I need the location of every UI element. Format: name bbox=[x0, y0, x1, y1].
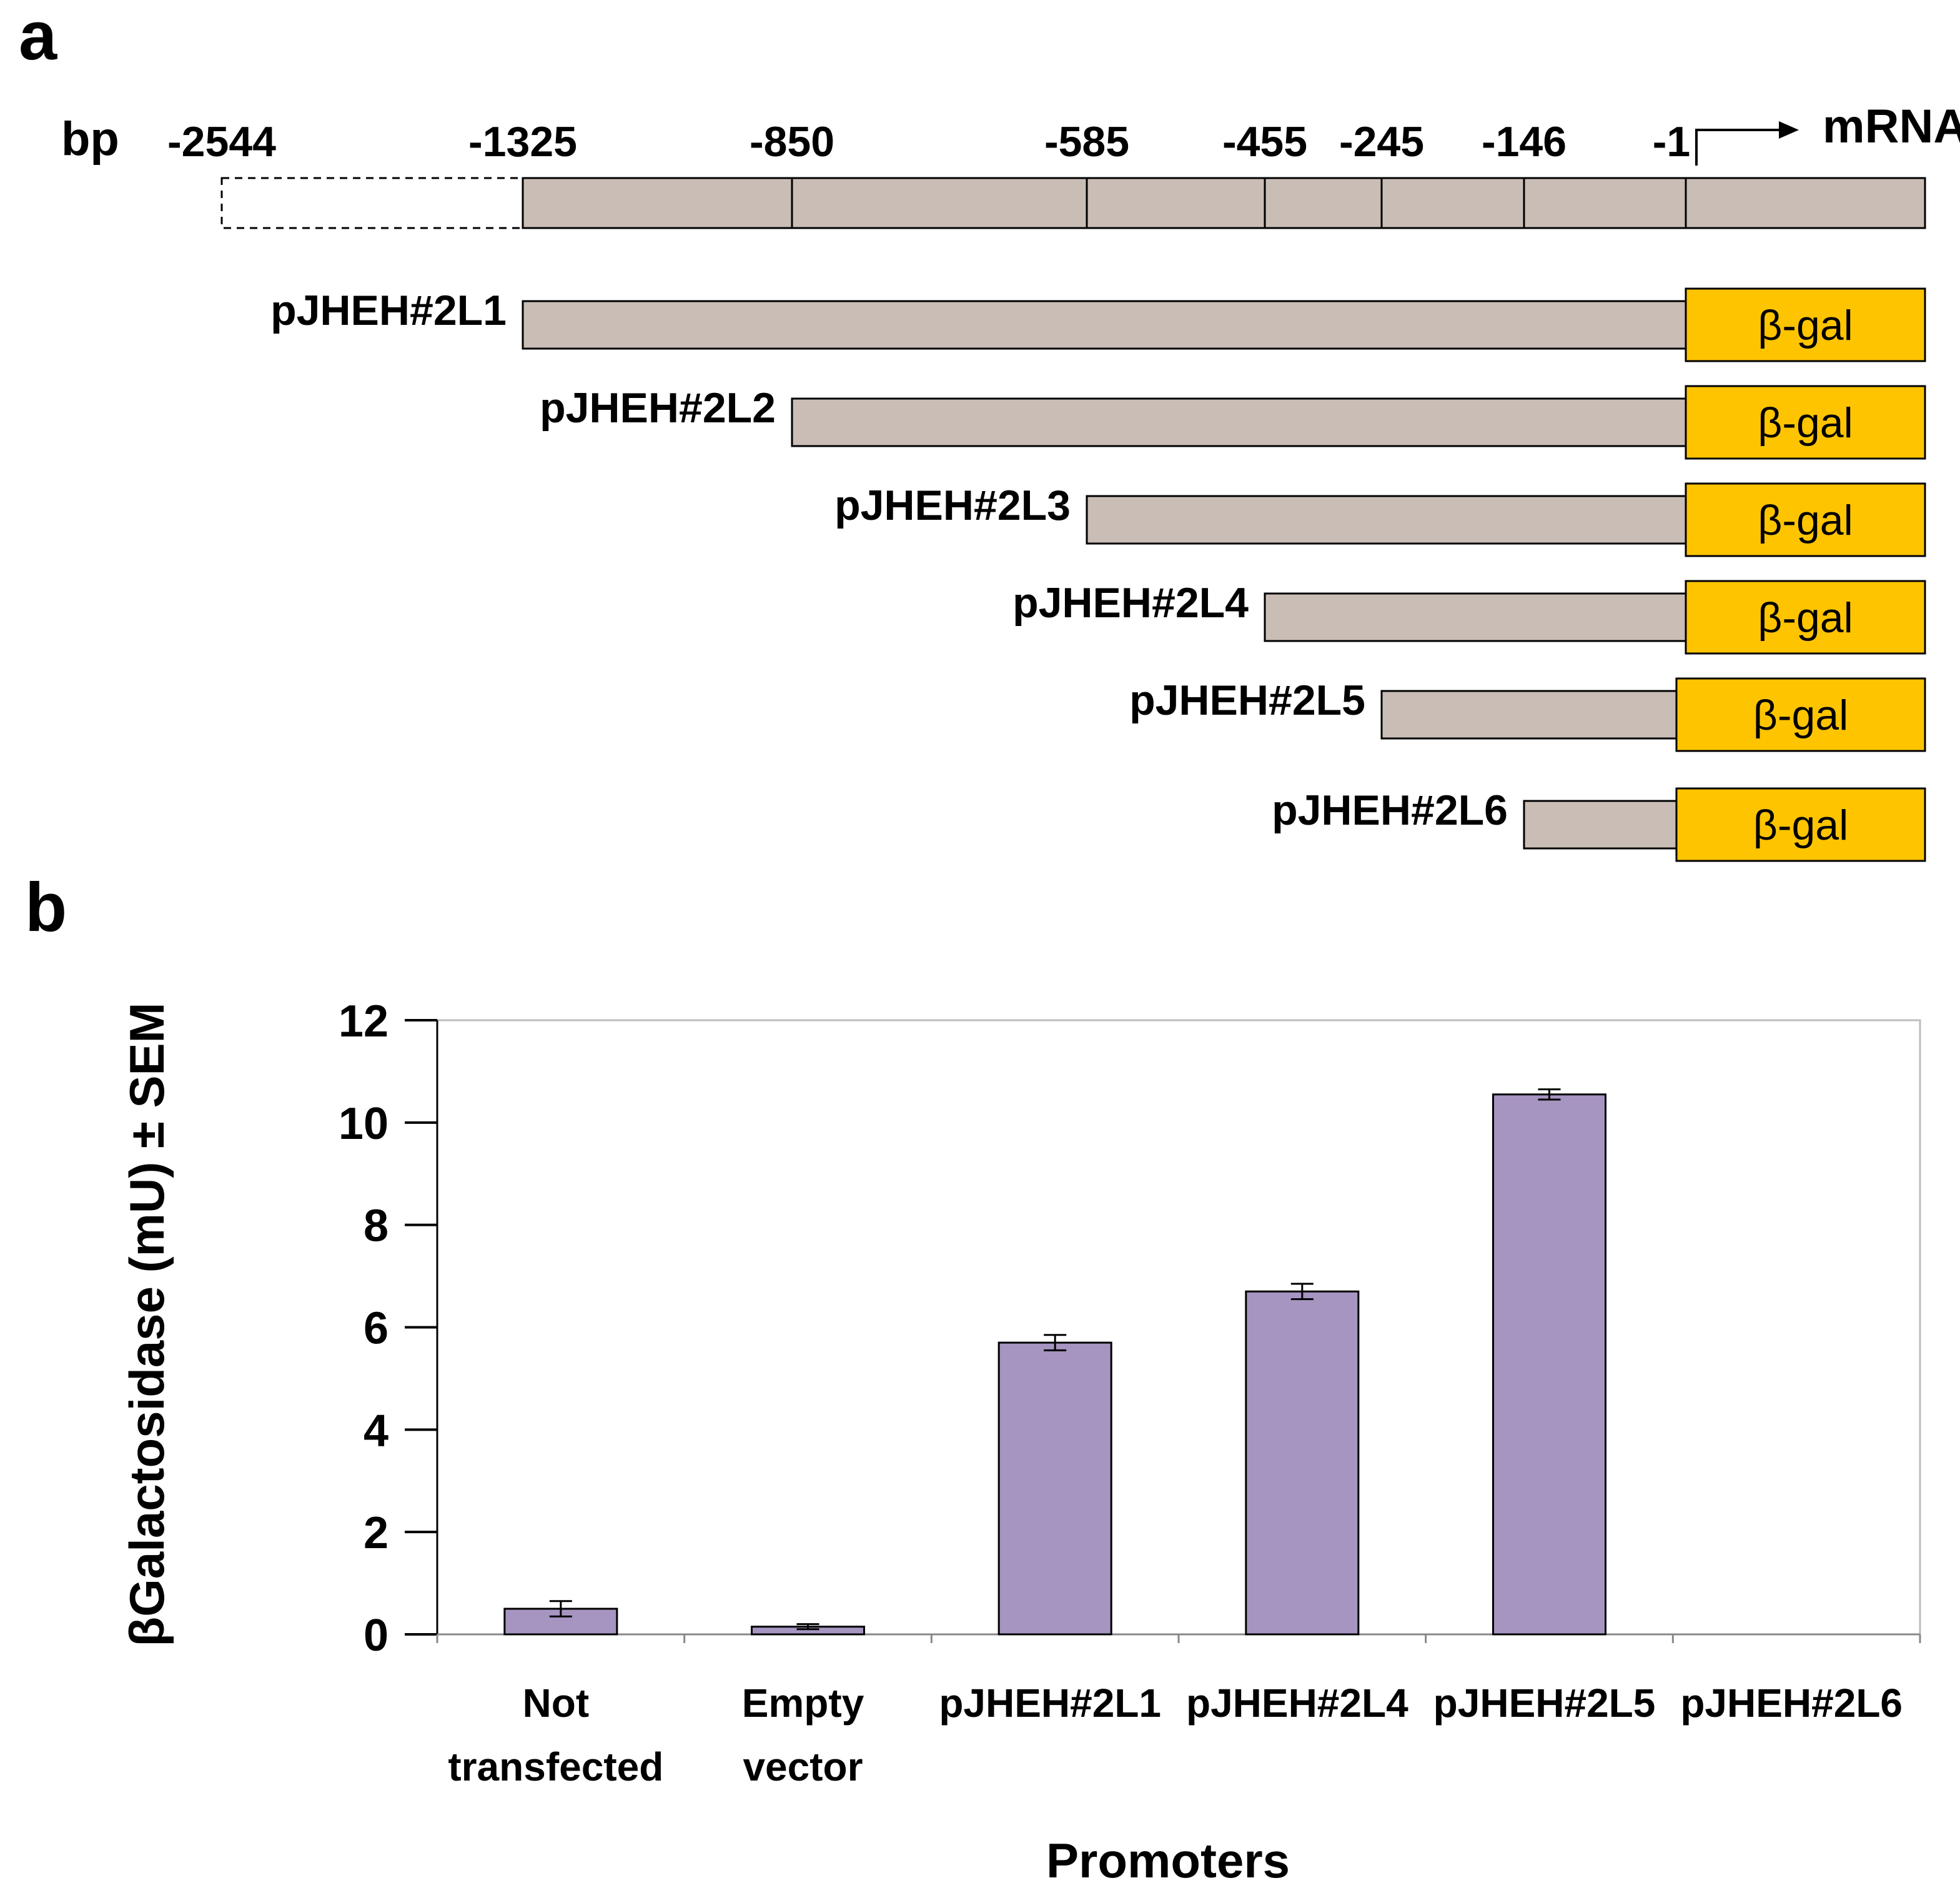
bp-label: bp bbox=[61, 112, 119, 166]
bar bbox=[997, 1341, 1112, 1636]
panel-a: a bp -2544 -1325 -850 -585 -455 -245 -146 -1 mR… bbox=[19, 0, 1960, 862]
construct-name: pJHEH#2L4 bbox=[1012, 579, 1249, 627]
y-tick-label: 6 bbox=[364, 1304, 389, 1354]
category-label: vector bbox=[743, 1744, 863, 1789]
panel-a-letter: a bbox=[19, 0, 57, 74]
y-tick-label: 12 bbox=[339, 996, 389, 1046]
tss-arrow-head-icon bbox=[1779, 121, 1799, 139]
beta-gal-reporter-box bbox=[1685, 580, 1926, 655]
genomic-region bbox=[220, 177, 1926, 229]
beta-gal-label: β-gal bbox=[1753, 692, 1849, 739]
construct-name: pJHEH#2L2 bbox=[540, 384, 776, 432]
beta-gal-reporter-box bbox=[1685, 385, 1926, 460]
y-tick-label: 2 bbox=[364, 1508, 389, 1558]
plot-area bbox=[436, 1019, 1921, 1636]
constructs: β-gal pJHEH#2L1 β-gal pJHEH#2L2 β-gal pJHEH#2… bbox=[270, 287, 1926, 862]
category-label: Not bbox=[523, 1681, 590, 1726]
y-tick-label: 4 bbox=[364, 1406, 389, 1456]
bar bbox=[1492, 1093, 1606, 1636]
panel-b-letter: b bbox=[25, 869, 67, 946]
panel-b: b 0 2 4 6 8 10 12 Not transfected Empty vector pJH… bbox=[25, 869, 1921, 1888]
beta-gal-label: β-gal bbox=[1758, 497, 1853, 544]
bars bbox=[503, 1088, 1606, 1636]
tss-arrow bbox=[1695, 121, 1799, 166]
beta-gal-reporter-box bbox=[1685, 287, 1926, 362]
construct-name: pJHEH#2L5 bbox=[1129, 677, 1365, 724]
construct-promoter-bar bbox=[1086, 495, 1687, 545]
y-axis-ticks: 0 2 4 6 8 10 12 bbox=[339, 996, 437, 1661]
upstream-dashed-region bbox=[220, 177, 524, 229]
construct-promoter-bar bbox=[791, 397, 1687, 447]
beta-gal-label: β-gal bbox=[1758, 594, 1853, 642]
y-tick-label: 10 bbox=[339, 1099, 389, 1149]
bp-position-label: -1325 bbox=[468, 118, 577, 166]
construct-row: β-gal pJHEH#2L2 bbox=[540, 384, 1926, 460]
construct-name: pJHEH#2L1 bbox=[270, 287, 507, 334]
construct-row: β-gal pJHEH#2L4 bbox=[1012, 579, 1926, 655]
bar-group bbox=[1492, 1088, 1606, 1636]
construct-row: β-gal pJHEH#2L5 bbox=[1129, 677, 1926, 752]
construct-promoter-bar bbox=[1380, 690, 1678, 740]
construct-row: β-gal pJHEH#2L6 bbox=[1272, 787, 1926, 862]
category-label: pJHEH#2L4 bbox=[1186, 1681, 1408, 1726]
construct-promoter-bar bbox=[522, 300, 1687, 350]
beta-gal-reporter-box bbox=[1675, 787, 1926, 862]
y-tick-label: 0 bbox=[364, 1611, 389, 1661]
construct-row: β-gal pJHEH#2L1 bbox=[270, 287, 1926, 362]
region-dividers bbox=[791, 178, 1525, 228]
beta-gal-label: β-gal bbox=[1758, 302, 1853, 349]
category-label: transfected bbox=[448, 1744, 663, 1789]
bar-group bbox=[997, 1334, 1112, 1636]
tss-arrow-line bbox=[1695, 129, 1779, 166]
bar bbox=[1245, 1290, 1360, 1636]
bp-position-label: -2544 bbox=[167, 118, 276, 166]
bar-group bbox=[1245, 1283, 1360, 1636]
beta-gal-label: β-gal bbox=[1753, 802, 1849, 849]
x-axis-ticks bbox=[436, 1634, 1921, 1643]
construct-promoter-bar bbox=[1523, 800, 1678, 850]
bar-group bbox=[503, 1600, 618, 1636]
bp-position-label: -245 bbox=[1339, 118, 1424, 166]
category-labels: Not transfected Empty vector pJHEH#2L1 pJHEH#… bbox=[448, 1681, 1903, 1789]
construct-row: β-gal pJHEH#2L3 bbox=[834, 482, 1926, 557]
bp-position-label: -585 bbox=[1044, 118, 1129, 166]
category-label: pJHEH#2L6 bbox=[1680, 1681, 1903, 1726]
transcribed-region bbox=[1685, 177, 1926, 229]
bar-group bbox=[751, 1623, 865, 1636]
construct-promoter-bar bbox=[1264, 592, 1687, 642]
bp-position-label: -1 bbox=[1653, 118, 1690, 166]
construct-name: pJHEH#2L3 bbox=[834, 482, 1071, 529]
y-axis-title: βGalactosidase (mU) ± SEM bbox=[119, 1002, 174, 1646]
construct-name: pJHEH#2L6 bbox=[1272, 787, 1508, 834]
beta-gal-label: β-gal bbox=[1758, 399, 1853, 447]
x-axis-title: Promoters bbox=[1046, 1833, 1290, 1888]
category-label: pJHEH#2L1 bbox=[939, 1681, 1161, 1726]
promoter-region bbox=[522, 177, 1687, 229]
beta-gal-reporter-box bbox=[1685, 482, 1926, 557]
category-label: Empty bbox=[742, 1681, 864, 1726]
category-label: pJHEH#2L5 bbox=[1433, 1681, 1656, 1726]
bp-position-labels: -2544 -1325 -850 -585 -455 -245 -146 -1 bbox=[167, 118, 1690, 166]
y-tick-label: 8 bbox=[364, 1201, 389, 1251]
beta-gal-reporter-box bbox=[1675, 677, 1926, 752]
bp-position-label: -146 bbox=[1482, 118, 1567, 166]
bp-position-label: -455 bbox=[1222, 118, 1307, 166]
bp-position-label: -850 bbox=[750, 118, 834, 166]
mrna-label: mRNA bbox=[1823, 100, 1960, 153]
